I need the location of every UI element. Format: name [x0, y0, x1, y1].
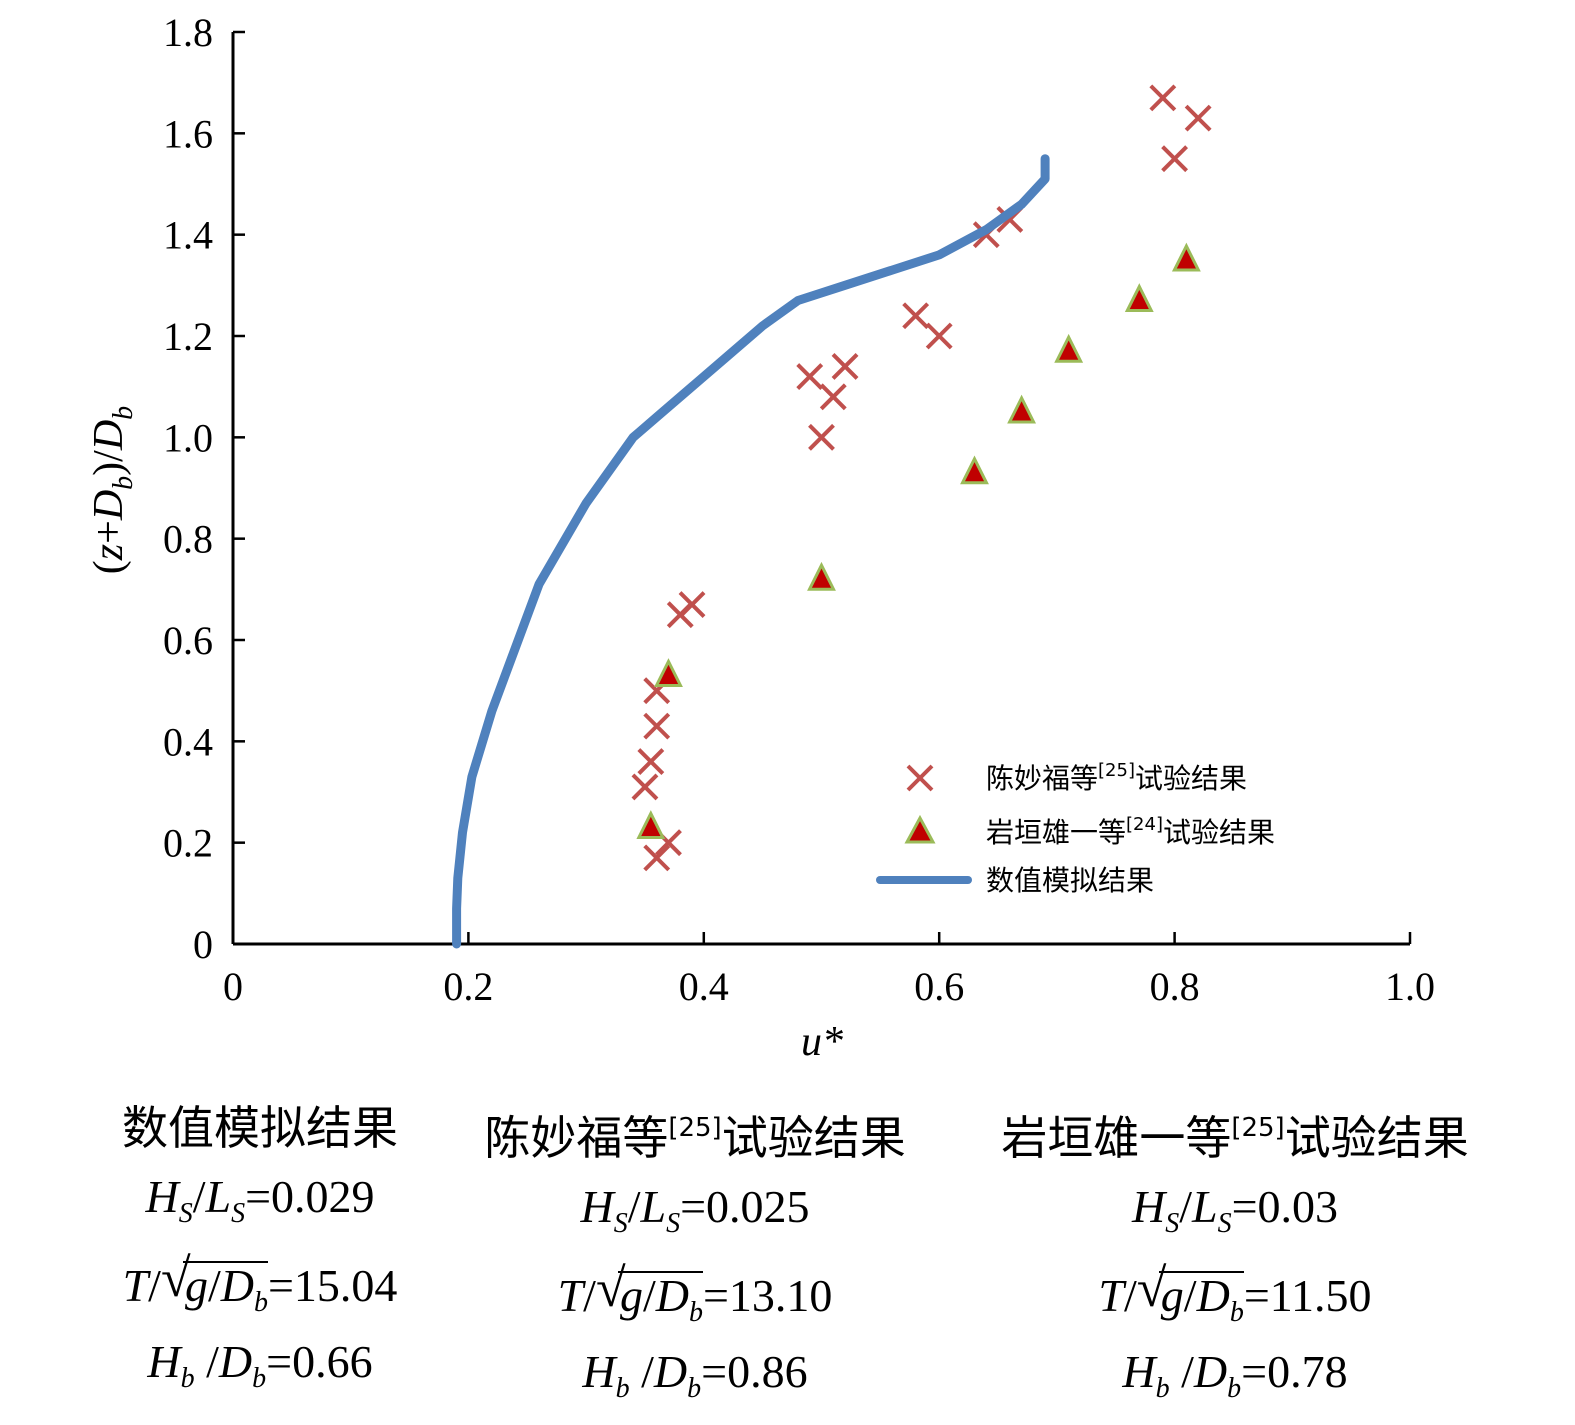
data-point-x — [925, 322, 953, 350]
x-tick-label: 0 — [223, 964, 243, 1009]
data-point-triangle — [1124, 283, 1154, 313]
x-tick-label: 0.4 — [679, 964, 729, 1009]
legend-label-simulation: 数值模拟结果 — [986, 864, 1154, 897]
data-point-triangle — [960, 455, 989, 485]
period-value: T/√ g/Db=15.04 — [90, 1248, 430, 1326]
y-tick-label: 1.2 — [163, 314, 213, 359]
data-point-x — [808, 423, 835, 451]
hs-ls-value: HS/LS=0.025 — [580, 1181, 810, 1239]
column-title: 数值模拟结果 — [122, 1101, 398, 1155]
data-point-x — [819, 383, 847, 411]
data-point-x — [1184, 104, 1212, 132]
y-tick-label: 0 — [193, 922, 213, 967]
x-tick-label: 0.8 — [1150, 964, 1200, 1009]
x-axis-title: u* — [801, 1019, 843, 1065]
data-point-triangle — [1007, 394, 1037, 424]
legend-marker-x — [906, 764, 934, 792]
period-value: T/√ g/Db=11.50 — [970, 1258, 1500, 1336]
y-tick-label: 0.2 — [163, 821, 213, 866]
data-point-triangle — [1054, 333, 1084, 363]
x-tick-label: 0.6 — [914, 964, 964, 1009]
hb-db-value: Hb /Db=0.78 — [1122, 1346, 1348, 1404]
data-point-x — [1149, 84, 1177, 112]
y-tick-label: 1.0 — [163, 415, 213, 460]
y-tick-label: 1.6 — [163, 111, 213, 156]
y-tick-label: 1.4 — [163, 213, 213, 258]
legend-label-chen: 陈妙福等[25]试验结果 — [986, 760, 1247, 795]
data-point-x — [796, 363, 824, 390]
data-point-triangle — [807, 561, 836, 591]
column-title: 陈妙福等[25]试验结果 — [484, 1111, 906, 1165]
hs-ls-value: HS/LS=0.03 — [1131, 1181, 1339, 1239]
param-column-simulation: 数值模拟结果 HS/LS=0.029 T/√ g/Db=15.04 Hb /Db=… — [90, 1095, 430, 1415]
data-point-x — [831, 352, 859, 380]
legend-marker-triangle — [904, 814, 936, 844]
param-column-iwagaki: 岩垣雄一等[25]试验结果 HS/LS=0.03 T/√ g/Db=11.50 H… — [970, 1095, 1500, 1425]
data-point-triangle — [654, 658, 683, 687]
series-layer — [452, 84, 1212, 949]
axes: 0 0.2 0.4 0.6 0.8 1.0 0 0.2 0.4 0.6 0.8 1.0 1.2 1.4 1.… — [163, 10, 1435, 1009]
y-axis-title: (z+Db)/Db — [86, 406, 139, 574]
data-point-x — [631, 773, 659, 801]
legend-label-iwagaki: 岩垣雄一等[24]试验结果 — [986, 814, 1275, 849]
x-tick-label: 1.0 — [1385, 964, 1435, 1009]
data-point-x — [678, 591, 706, 618]
param-column-chen: 陈妙福等[25]试验结果 HS/LS=0.025 T/√ g/Db=13.10 H… — [460, 1095, 930, 1425]
column-title: 岩垣雄一等[25]试验结果 — [1001, 1111, 1469, 1165]
parameter-table: 数值模拟结果 HS/LS=0.029 T/√ g/Db=15.04 Hb /Db=… — [0, 1095, 1575, 1404]
legend: 陈妙福等[25]试验结果 岩垣雄一等[24]试验结果 数值模拟结果 — [876, 760, 1275, 897]
period-value: T/√ g/Db=13.10 — [460, 1258, 930, 1336]
y-tick-label: 1.8 — [163, 10, 213, 55]
hb-db-value: Hb /Db=0.86 — [582, 1346, 808, 1404]
chart: 0 0.2 0.4 0.6 0.8 1.0 0 0.2 0.4 0.6 0.8 1.0 1.2 1.4 1.… — [86, 10, 1435, 1065]
y-tick-label: 0.4 — [163, 719, 213, 764]
hb-db-value: Hb /Db=0.66 — [147, 1336, 373, 1394]
data-point-triangle — [1171, 242, 1201, 272]
data-point-x — [643, 712, 671, 740]
series-line-simulation — [452, 154, 1050, 949]
hs-ls-value: HS/LS=0.029 — [145, 1171, 375, 1229]
x-tick-label: 0.2 — [443, 964, 493, 1009]
data-point-triangle — [636, 810, 666, 839]
data-point-x — [643, 844, 671, 872]
y-tick-label: 0.6 — [163, 618, 213, 663]
y-tick-label: 0.8 — [163, 517, 213, 562]
data-point-x — [637, 748, 665, 776]
data-point-x — [1161, 145, 1189, 173]
data-point-x — [902, 302, 930, 330]
